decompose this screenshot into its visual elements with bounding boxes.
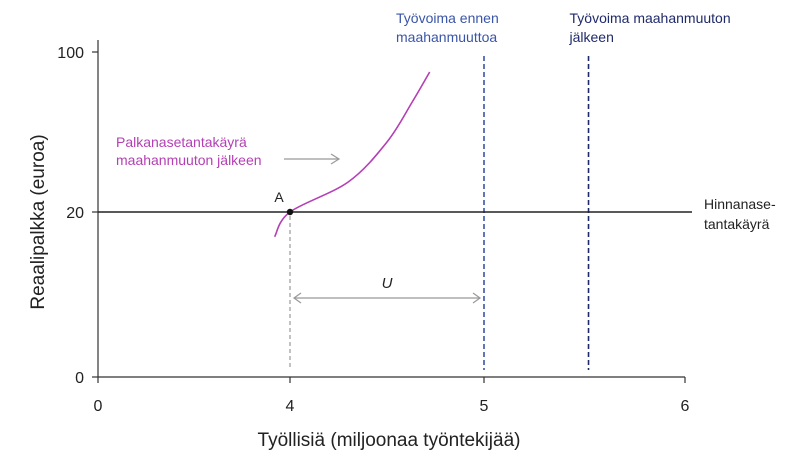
wage-curve-label-line2: maahanmuuton jälkeen bbox=[116, 152, 262, 168]
unemployment-label: U bbox=[382, 275, 393, 292]
x-tick-label: 0 bbox=[94, 398, 103, 415]
wage-label-arrow bbox=[284, 153, 341, 165]
vline-label: Työvoima maahanmuuton bbox=[570, 10, 731, 26]
price-curve-label-line2: tantakäyrä bbox=[704, 216, 770, 232]
y-tick-label: 0 bbox=[75, 370, 84, 387]
x-tick-label: 6 bbox=[681, 398, 690, 415]
point-a-label: A bbox=[274, 189, 284, 205]
vline-label: jälkeen bbox=[569, 29, 614, 45]
vline-label: maahanmuuttoa bbox=[396, 29, 497, 45]
price-curve-label-line1: Hinnanase- bbox=[704, 196, 776, 212]
y-tick-label: 100 bbox=[57, 45, 84, 62]
y-tick-label: 20 bbox=[66, 205, 84, 222]
labour-force-lines: Työvoima ennen maahanmuuttoa Työvoima maah… bbox=[396, 10, 731, 370]
y-axis-title: Reaalipalkka (euroa) bbox=[28, 134, 49, 309]
x-tick-label: 4 bbox=[286, 398, 295, 415]
x-ticks: 0 4 5 6 bbox=[94, 377, 690, 415]
point-a bbox=[286, 208, 294, 216]
unemployment-arrow bbox=[292, 292, 482, 304]
wage-curve-label-line1: Palkanasetantakäyrä bbox=[116, 134, 247, 150]
y-ticks: 0 20 100 bbox=[57, 45, 98, 387]
vline-label: Työvoima ennen bbox=[396, 10, 499, 26]
x-tick-label: 5 bbox=[480, 398, 489, 415]
x-axis-title: Työllisiä (miljoonaa työntekijää) bbox=[258, 430, 521, 451]
